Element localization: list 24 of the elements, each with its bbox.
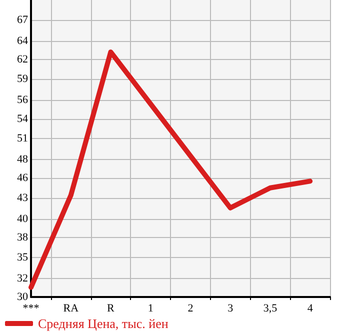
y-tick-label: 35 (17, 251, 28, 264)
y-tick-label: 56 (17, 94, 28, 106)
legend-label: Средняя Цена, тыс. йен (38, 316, 168, 331)
y-tick-label: 30 (17, 291, 28, 303)
x-tick-label: 1 (148, 302, 154, 314)
y-tick-label: 67 (17, 14, 28, 26)
x-tick-label: R (107, 302, 116, 314)
x-tick-label: *** (22, 302, 40, 314)
y-tick-label: 38 (17, 232, 28, 244)
y-tick-label: 48 (17, 154, 28, 166)
x-tick-label: 2 (188, 302, 194, 314)
y-tick-label: 62 (17, 53, 28, 66)
y-tick-label: 59 (17, 73, 28, 86)
y-tick-label: 32 (17, 272, 28, 284)
x-tick-label: 3,5 (263, 302, 278, 314)
y-tick-label: 40 (17, 213, 28, 226)
x-tick-label: 3 (228, 302, 234, 314)
x-tick-label: RA (63, 302, 79, 314)
y-tick-label: 51 (17, 132, 28, 145)
y-tick-label: 43 (17, 192, 28, 204)
y-tick-label: 64 (17, 34, 28, 47)
y-tick-label: 54 (17, 112, 28, 125)
y-tick-label: 46 (17, 172, 28, 184)
x-tick-label: 4 (307, 302, 314, 314)
